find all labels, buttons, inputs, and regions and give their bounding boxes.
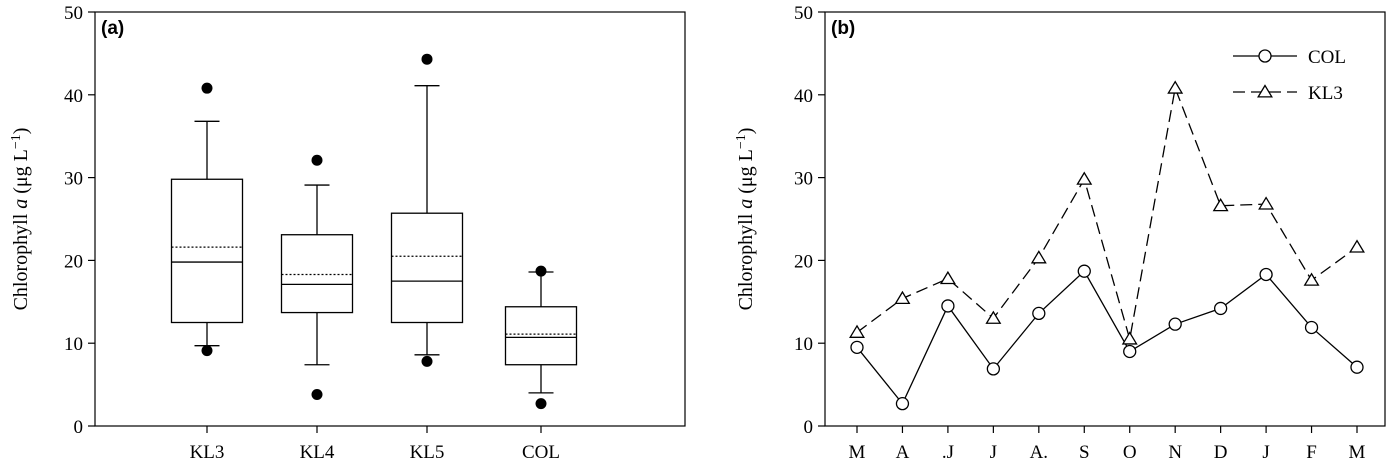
- data-point: [1077, 264, 1091, 278]
- panel-a-boxplot: (a) Chlorophyll a (μg L−1) 0 10 20 30 40 50 K…: [9, 3, 686, 463]
- data-point: [939, 270, 956, 285]
- panel-a-y-axis-title: Chlorophyll a (μg L−1): [9, 128, 32, 311]
- data-point: [894, 290, 911, 305]
- legend-item-kl3: KL3: [1233, 83, 1343, 104]
- y-tick-label: 20: [794, 251, 813, 272]
- data-point: [1123, 344, 1137, 359]
- x-tick-label: KL4: [300, 442, 335, 463]
- data-point: [1259, 267, 1273, 282]
- y-tick-label: 10: [794, 334, 813, 355]
- data-point: [1030, 250, 1047, 264]
- box-iqr: [504, 306, 578, 366]
- x-tick-label: O: [1123, 442, 1137, 463]
- panel-b-linechart: (b) Chlorophyll a (μg L−1) 0 10 20 30 40 50 M…: [734, 3, 1386, 463]
- panel-a-plot-frame: [94, 11, 686, 427]
- box-kl3: [170, 82, 244, 357]
- box-kl4: [280, 154, 354, 401]
- y-tick-label: 10: [64, 334, 83, 355]
- data-point: [1349, 239, 1365, 253]
- data-point: [1212, 197, 1229, 212]
- box-kl5: [390, 53, 464, 367]
- series-line: [856, 270, 1358, 405]
- panel-b-label: (b): [831, 18, 855, 39]
- outlier-point: [535, 398, 547, 410]
- data-point: [985, 310, 1002, 324]
- data-point: [1350, 360, 1364, 374]
- box-iqr: [280, 234, 354, 314]
- y-tick-label: 0: [74, 417, 84, 438]
- series-kl3: [849, 80, 1365, 345]
- x-tick-label: N: [1168, 442, 1182, 463]
- data-point: [986, 362, 1001, 376]
- y-tick-label: 20: [64, 251, 83, 272]
- data-point: [1168, 317, 1182, 331]
- data-point: [1121, 331, 1138, 345]
- panel-a-label: (a): [101, 18, 124, 39]
- outlier-point: [421, 355, 433, 367]
- outlier-point: [201, 82, 213, 94]
- x-tick-label: KL3: [190, 442, 225, 463]
- y-tick-label: 50: [794, 3, 813, 24]
- legend-label: KL3: [1308, 83, 1343, 104]
- outlier-point: [201, 345, 213, 357]
- panel-a-y-axis: 0 10 20 30 40 50: [64, 3, 95, 438]
- data-point: [850, 340, 864, 354]
- series-col: [850, 264, 1364, 411]
- x-tick-label: .J: [942, 442, 954, 463]
- x-tick-label: F: [1306, 442, 1317, 463]
- x-tick-label: J: [990, 442, 997, 463]
- x-tick-label: M: [849, 442, 866, 463]
- y-tick-label: 30: [64, 169, 83, 190]
- x-tick-label: J: [1262, 442, 1269, 463]
- outlier-point: [311, 389, 323, 401]
- x-tick-label: A: [896, 442, 910, 463]
- data-point: [849, 324, 865, 338]
- legend-marker: [1257, 84, 1273, 98]
- x-tick-label: S: [1079, 442, 1090, 463]
- panel-b-series: [849, 80, 1365, 411]
- data-point: [1304, 320, 1319, 335]
- y-tick-label: 0: [804, 417, 814, 438]
- panel-b-x-axis: M A .J J A. S O N D J F M: [849, 426, 1366, 463]
- y-tick-label: 30: [794, 169, 813, 190]
- outlier-point: [535, 265, 547, 277]
- data-point: [1032, 306, 1046, 321]
- legend-item-col: COL: [1233, 47, 1346, 68]
- data-point: [941, 299, 955, 313]
- panel-b-y-axis: 0 10 20 30 40 50: [794, 3, 825, 438]
- panel-a-x-axis: KL3 KL4 KL5 COL: [190, 426, 560, 463]
- x-tick-label: COL: [522, 442, 560, 463]
- legend-marker: [1258, 49, 1272, 63]
- outlier-point: [311, 154, 323, 166]
- box-iqr: [390, 212, 464, 324]
- outlier-point: [421, 53, 433, 65]
- x-tick-label: M: [1349, 442, 1366, 463]
- x-tick-label: KL5: [410, 442, 445, 463]
- data-point: [1076, 171, 1093, 185]
- legend-label: COL: [1308, 47, 1346, 68]
- y-tick-label: 50: [64, 3, 83, 24]
- data-point: [1213, 301, 1228, 316]
- y-tick-label: 40: [794, 86, 813, 107]
- panel-b-y-axis-title: Chlorophyll a (μg L−1): [734, 128, 757, 311]
- box-iqr: [170, 178, 244, 324]
- y-tick-label: 40: [64, 86, 83, 107]
- x-tick-label: A.: [1030, 442, 1048, 463]
- data-point: [895, 396, 910, 411]
- series-line: [856, 85, 1358, 340]
- panel-b-plot-frame: [824, 11, 1386, 427]
- box-col: [504, 265, 578, 410]
- data-point: [1167, 80, 1184, 94]
- panel-b-legend: COL KL3: [1233, 47, 1346, 104]
- panel-a-boxes: [170, 53, 578, 410]
- x-tick-label: D: [1214, 442, 1228, 463]
- data-point: [1258, 196, 1275, 210]
- data-point: [1303, 272, 1320, 286]
